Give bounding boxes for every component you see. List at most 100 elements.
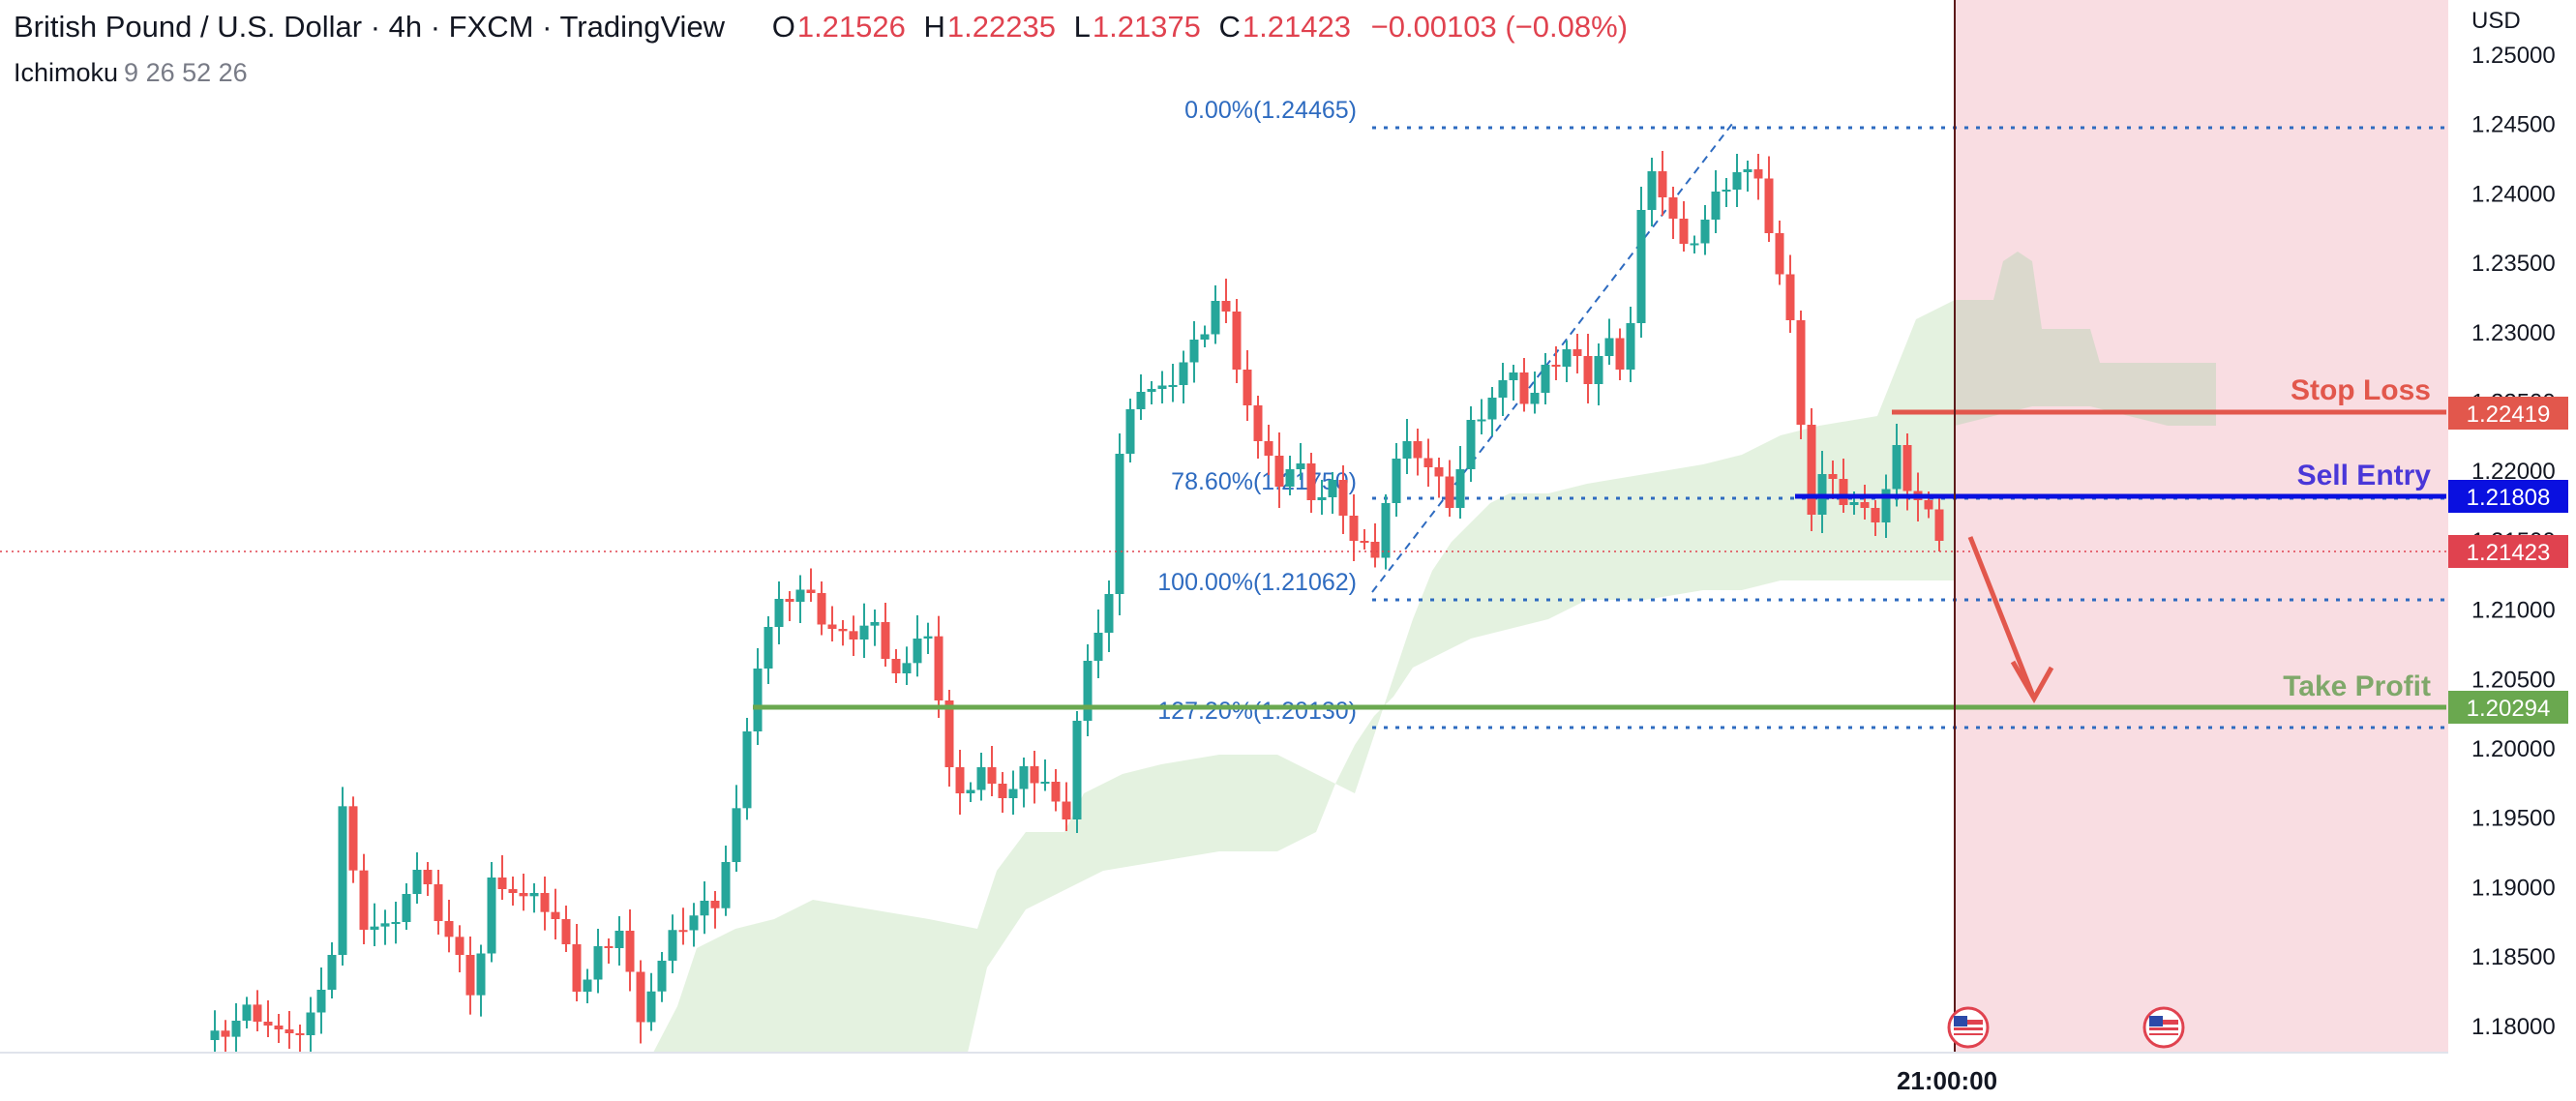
candle-body [221, 1030, 230, 1037]
candle-body [987, 767, 997, 784]
candle-body [593, 946, 603, 980]
candle-body [1679, 219, 1689, 244]
symbol-title[interactable]: British Pound / U.S. Dollar · 4h · FXCM … [14, 10, 726, 44]
candle-body [1392, 459, 1401, 503]
candle-body [732, 808, 741, 862]
ohlc-open-label: O [771, 10, 795, 44]
candle-body [614, 931, 624, 948]
candle-body [1892, 445, 1902, 490]
candle-body [976, 767, 986, 790]
candle-body [1051, 782, 1061, 802]
candle-body [412, 870, 422, 894]
candle-body [721, 862, 731, 908]
candle-body [327, 955, 337, 990]
candlestick-series [210, 151, 1944, 1053]
candle-body [1700, 220, 1710, 244]
candle-body [274, 1026, 284, 1029]
price-tick: 1.23500 [2471, 251, 2556, 277]
candle-body [423, 870, 433, 884]
candle-body [1211, 301, 1220, 335]
candle-body [1062, 801, 1071, 819]
candle-body [785, 599, 794, 602]
candle-body [561, 919, 571, 944]
ohlc-high-label: H [923, 10, 945, 44]
candle-body [370, 926, 379, 930]
candle-body [487, 878, 496, 954]
candle-body [1658, 171, 1667, 197]
candle-body [1562, 349, 1572, 367]
indicator-name: Ichimoku [14, 58, 119, 87]
candle-body [1594, 356, 1603, 384]
candle-body [806, 589, 816, 593]
us-flag-event-icon[interactable] [1947, 1006, 1990, 1049]
candle-body [998, 784, 1007, 798]
candle-body [902, 663, 912, 673]
candle-body [944, 700, 954, 767]
candle-body [1147, 389, 1156, 392]
candle-body [529, 893, 539, 897]
candle-body [1764, 178, 1774, 233]
candle-body [870, 622, 880, 626]
candle-body [1232, 312, 1242, 370]
candle-body [1179, 362, 1188, 385]
price-tick: 1.25000 [2471, 43, 2556, 69]
candle-body [1445, 476, 1454, 508]
candle-body [1722, 190, 1731, 192]
candle-body [934, 636, 944, 700]
candle-body [646, 991, 656, 1023]
candle-body [380, 923, 390, 927]
candle-body [1370, 542, 1380, 558]
candle-body [838, 629, 848, 632]
candle-body [1753, 169, 1763, 179]
ichimoku-cloud-future [1955, 252, 2216, 426]
candle-body [636, 971, 645, 1023]
fib-label-0: 0.00%(1.24465) [1184, 97, 1357, 124]
candle-body [1775, 233, 1784, 275]
candle-body [316, 990, 326, 1013]
sell-entry-price: 1.21808 [2467, 485, 2551, 511]
current-price: 1.21423 [2467, 540, 2551, 566]
candle-body [1604, 338, 1614, 356]
stop-loss-price-badge [2448, 397, 2568, 430]
candle-body [455, 937, 464, 955]
candle-body [1668, 197, 1678, 219]
candle-body [1083, 661, 1093, 721]
candle-body [1647, 171, 1657, 210]
candle-body [1785, 274, 1795, 320]
stop-loss-label: Stop Loss [2291, 374, 2431, 406]
symbol-header[interactable]: British Pound / U.S. Dollar · 4h · FXCM … [14, 10, 1628, 45]
candle-body [891, 659, 901, 673]
candle-body [859, 625, 869, 640]
candle-body [1455, 469, 1465, 508]
candle-body [1849, 502, 1859, 505]
candle-body [1551, 365, 1561, 367]
candle-body [753, 669, 763, 731]
price-tick: 1.19500 [2471, 806, 2556, 832]
candle-body [508, 889, 518, 893]
candle-body [1030, 766, 1039, 784]
ohlc-high-value: 1.22235 [946, 10, 1056, 44]
ohlc-low-value: 1.21375 [1092, 10, 1201, 44]
indicator-legend[interactable]: Ichimoku 9 26 52 26 [14, 58, 248, 88]
candle-body [1264, 441, 1273, 456]
candle-body [519, 893, 528, 897]
current-price-badge [2448, 535, 2568, 568]
price-tick: 1.21000 [2471, 598, 2556, 624]
take-profit-price: 1.20294 [2467, 696, 2551, 722]
candle-body [1626, 323, 1635, 370]
candle-body [1306, 463, 1316, 500]
candle-body [253, 1004, 262, 1022]
candle-body [1519, 372, 1529, 404]
candle-body [1136, 392, 1146, 409]
candle-body [881, 622, 890, 659]
candle-body [572, 944, 582, 992]
candle-body [795, 589, 805, 602]
candle-body [700, 901, 709, 916]
candle-body [1902, 445, 1912, 491]
us-flag-event-icon[interactable] [2142, 1006, 2185, 1049]
candle-body [1157, 385, 1167, 389]
candle-body [242, 1004, 252, 1021]
candle-body [1690, 243, 1699, 246]
candle-body [1881, 489, 1891, 522]
